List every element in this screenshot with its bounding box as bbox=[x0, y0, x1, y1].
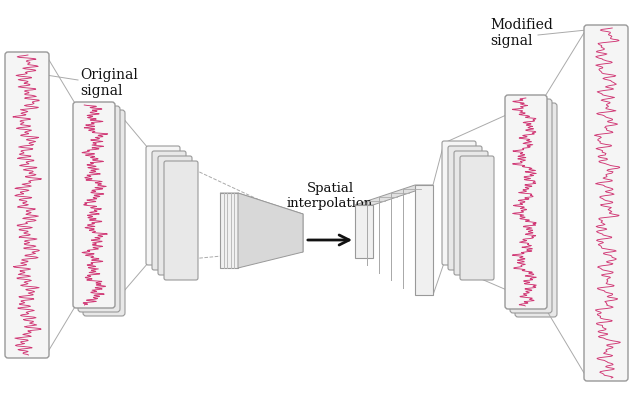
FancyBboxPatch shape bbox=[152, 151, 186, 270]
FancyBboxPatch shape bbox=[83, 110, 125, 316]
Polygon shape bbox=[220, 193, 303, 214]
Text: Spatial
interpolation: Spatial interpolation bbox=[287, 182, 373, 210]
Text: Modified
signal: Modified signal bbox=[490, 18, 553, 48]
Text: Original
signal: Original signal bbox=[80, 68, 138, 98]
FancyBboxPatch shape bbox=[158, 156, 192, 275]
FancyBboxPatch shape bbox=[515, 103, 557, 317]
FancyBboxPatch shape bbox=[442, 141, 476, 265]
Polygon shape bbox=[285, 212, 303, 252]
FancyBboxPatch shape bbox=[73, 102, 115, 308]
FancyBboxPatch shape bbox=[584, 25, 628, 381]
FancyBboxPatch shape bbox=[78, 106, 120, 312]
FancyBboxPatch shape bbox=[454, 151, 488, 275]
Polygon shape bbox=[355, 205, 373, 258]
FancyBboxPatch shape bbox=[448, 146, 482, 270]
Polygon shape bbox=[355, 185, 433, 205]
Polygon shape bbox=[238, 193, 303, 268]
FancyBboxPatch shape bbox=[505, 95, 547, 309]
FancyBboxPatch shape bbox=[460, 156, 494, 280]
Polygon shape bbox=[220, 193, 238, 268]
Polygon shape bbox=[415, 185, 433, 295]
FancyBboxPatch shape bbox=[146, 146, 180, 265]
FancyBboxPatch shape bbox=[164, 161, 198, 280]
FancyBboxPatch shape bbox=[510, 99, 552, 313]
FancyBboxPatch shape bbox=[5, 52, 49, 358]
